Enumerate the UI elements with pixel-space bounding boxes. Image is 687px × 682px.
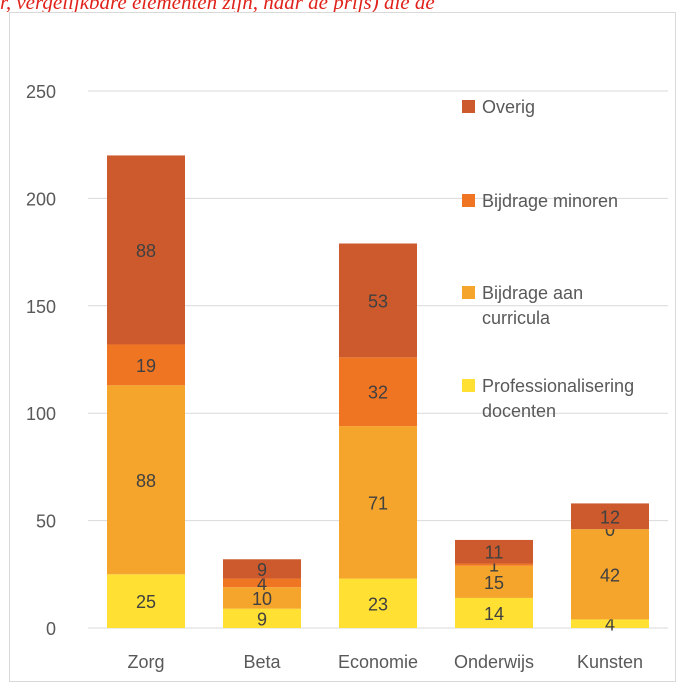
legend-label: Bijdrage minoren <box>482 191 618 211</box>
y-tick-label: 50 <box>36 512 56 532</box>
x-tick-label: Kunsten <box>577 652 643 672</box>
bar-segment <box>455 597 533 628</box>
data-label: 42 <box>600 565 620 585</box>
header-cutoff-text: r, vergelijkbare elementen zijn, naar de… <box>0 0 435 12</box>
legend-swatch <box>462 194 475 207</box>
bar-segment <box>571 503 649 530</box>
bar-segment <box>339 426 417 579</box>
bar-segment <box>107 574 185 628</box>
bar-segment <box>455 563 533 566</box>
data-label: 25 <box>136 592 156 612</box>
bar-segment <box>339 578 417 628</box>
data-label: 10 <box>252 589 272 609</box>
x-tick-label: Economie <box>338 652 418 672</box>
data-label: 88 <box>136 241 156 261</box>
data-label: 0 <box>605 520 615 540</box>
data-label: 19 <box>136 356 156 376</box>
bar-segment <box>107 155 185 345</box>
y-tick-label: 100 <box>26 404 56 424</box>
y-axis-tick-labels: 0 50 100 150 200 250 <box>26 82 56 639</box>
bar-segment <box>107 344 185 386</box>
data-label: 12 <box>600 507 620 527</box>
data-label: 9 <box>257 609 267 629</box>
y-tick-label: 150 <box>26 297 56 317</box>
x-tick-label: Onderwijs <box>454 652 534 672</box>
bar-segment <box>571 529 649 620</box>
data-label: 32 <box>368 383 388 403</box>
legend-swatch <box>462 286 475 299</box>
bar-segment <box>223 587 301 609</box>
bar-segment <box>107 385 185 575</box>
legend-label: Overig <box>482 97 535 117</box>
data-label: 1 <box>489 556 499 576</box>
data-label: 15 <box>484 573 504 593</box>
legend: Overig Bijdrage minoren Bijdrage aan curric… <box>462 97 634 421</box>
bar-segment <box>223 578 301 588</box>
data-label: 71 <box>368 493 388 513</box>
legend-swatch <box>462 379 475 392</box>
data-label: 14 <box>484 604 504 624</box>
bar-segment <box>339 357 417 427</box>
bar-segment <box>339 243 417 358</box>
data-label: 11 <box>485 543 504 563</box>
y-tick-label: 200 <box>26 189 56 209</box>
x-axis-tick-labels: Zorg Beta Economie Onderwijs Kunsten <box>127 652 643 672</box>
bar-segment <box>455 565 533 598</box>
data-label: 23 <box>368 594 388 614</box>
x-tick-label: Beta <box>243 652 281 672</box>
data-label: 4 <box>257 574 267 594</box>
bar-segment <box>455 539 533 564</box>
legend-label: Bijdrage aan curricula <box>482 283 583 328</box>
y-tick-label: 0 <box>46 619 56 639</box>
legend-label: Professionalisering docenten <box>482 376 634 421</box>
y-tick-label: 250 <box>26 82 56 102</box>
data-label: 53 <box>368 291 388 311</box>
x-tick-label: Zorg <box>127 652 164 672</box>
bar-segment <box>571 619 649 628</box>
data-label: 88 <box>136 471 156 491</box>
bar-segment <box>223 608 301 628</box>
data-label: 4 <box>605 615 615 635</box>
data-label: 9 <box>257 560 267 580</box>
legend-swatch <box>462 100 475 113</box>
bar-segment <box>223 559 301 579</box>
